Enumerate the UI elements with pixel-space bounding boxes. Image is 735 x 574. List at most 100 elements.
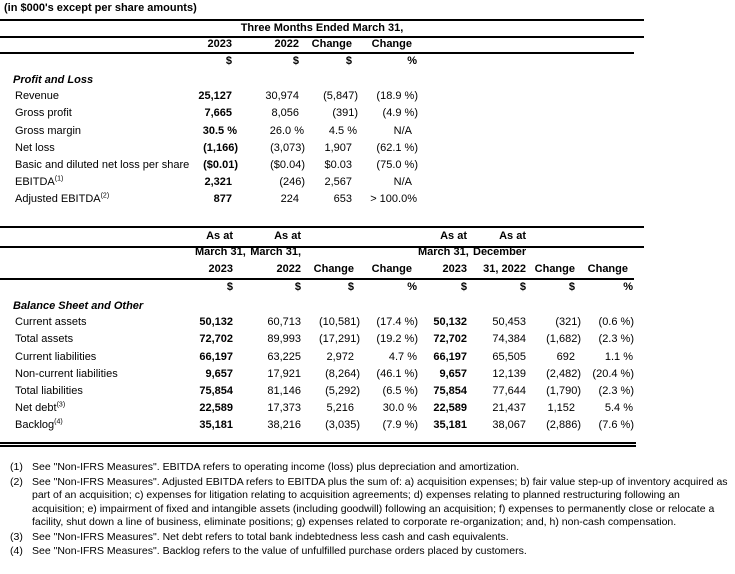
table-row: Total assets 72,702 89,993 (17,291) (19.… [0,331,634,348]
value-cell: (7.9 %) [382,419,418,432]
table-row: Net loss (1,166) (3,073) 1,907 (62.1 %) [0,140,634,157]
value-cell: (62.1 %) [376,141,418,154]
table-row: Current liabilities 66,197 63,225 2,972 … [0,348,634,365]
value-cell: 66,197 [199,350,233,363]
spacer-cell [418,140,634,157]
value-cell: 4.5 % [328,124,357,137]
value-cell: 9,657 [439,367,467,380]
unit-header: $ [225,55,232,67]
value-cell: (2,886) [546,419,581,432]
table1-caption-rule [0,36,644,38]
value-cell: (2,482) [546,367,581,380]
table-row: Net debt(3) 22,589 17,373 5,216 30.0 % 2… [0,400,634,417]
value-cell: (1,790) [546,384,581,397]
column-header-2023: 2023 [195,38,238,54]
unit-header: $ [460,281,467,293]
table1-column-header-row: 2023 2022 Change Change [0,38,634,54]
unit-header: % [623,281,633,293]
value-cell: 692 [556,350,575,363]
section-header-profit-and-loss: Profit and Loss [13,74,94,86]
value-cell: (2.3 %) [598,333,634,346]
column-header: December [473,246,527,258]
row-label: Net debt(3) [15,401,66,415]
spacer-cell [418,105,634,122]
value-cell: 50,132 [199,316,233,329]
footnote-number: (2) [10,475,23,488]
value-cell: 1,907 [324,141,352,154]
value-cell: 4.7 % [388,350,417,363]
value-cell: 22,589 [433,402,467,415]
column-header-2022: 2022 [238,38,305,54]
table2-year-row: 2023 2022 Change Change 2023 31, 2022 Ch… [0,259,634,280]
value-cell: 89,993 [267,333,301,346]
value-cell: (3,035) [325,419,360,432]
value-cell: (10,581) [319,316,360,329]
value-cell: 75,854 [199,384,233,397]
spacer-cell [0,279,195,295]
value-cell: 50,453 [492,316,526,329]
spacer-cell [0,228,195,245]
footnote-1: (1) See "Non-IFRS Measures". EBITDA refe… [0,461,732,475]
footnote-ref: (1) [54,175,64,183]
value-cell: (6.5 %) [382,384,418,397]
footnote-number: (4) [10,545,23,557]
value-cell: ($0.01) [203,158,238,171]
value-cell: 5,216 [326,402,354,415]
spacer-cell [418,157,634,174]
value-cell: (0.6 %) [598,316,634,329]
section-header-row: Balance Sheet and Other [0,295,634,314]
spacer-cell [418,53,634,69]
value-cell: 50,132 [433,316,467,329]
value-cell: 2,972 [326,350,354,363]
row-label: Gross margin [15,124,82,137]
row-label: Revenue [15,90,60,103]
unit-header: $ [345,55,352,67]
table-row: EBITDA(1) 2,321 (246) 2,567 N/A [0,174,634,191]
unit-header: $ [226,281,233,293]
unit-header: % [407,55,417,67]
value-cell: (20.4 %) [592,367,634,380]
value-cell: 38,067 [492,419,526,432]
value-cell: 30,974 [265,90,299,103]
value-cell: $0.03 [324,158,352,171]
value-cell: 26.0 % [269,124,304,137]
value-cell: 60,713 [267,316,301,329]
table-row: Current assets 50,132 60,713 (10,581) (1… [0,314,634,331]
value-cell: (46.1 %) [376,367,418,380]
value-cell: 9,657 [205,367,233,380]
footnote-2: (2) See "Non-IFRS Measures". Adjusted EB… [0,476,732,530]
value-cell: (1,682) [546,333,581,346]
column-header: Change [532,259,581,280]
footnote-ref: (2) [100,192,110,200]
row-label: Adjusted EBITDA(2) [15,192,110,206]
column-header-change-percent: Change [358,38,418,54]
row-label: Current assets [15,316,87,329]
column-header [307,245,360,259]
column-header [360,228,418,245]
table-row: Gross margin 30.5 % 26.0 % 4.5 % N/A [0,122,634,139]
column-header [581,245,634,259]
footnote-number: (1) [10,461,23,473]
column-header: As at [206,230,233,242]
value-cell: 17,921 [267,367,301,380]
value-cell: 2,567 [324,176,352,189]
footnote-text: See "Non-IFRS Measures". Adjusted EBITDA… [32,475,728,529]
value-cell: (8,264) [325,367,360,380]
table2-units-row: $ $ $ % $ $ $ % [0,279,634,295]
column-header [581,228,634,245]
footnote-3: (3) See "Non-IFRS Measures". Net debt re… [0,531,732,545]
document-title: (in $000's except per share amounts) [4,2,197,14]
unit-header: % [407,281,417,293]
value-cell: 38,216 [267,419,301,432]
footnote-ref: (3) [56,401,66,409]
footnote-text: See "Non-IFRS Measures". Net debt refers… [32,530,509,543]
value-cell: (7.6 %) [598,419,634,432]
column-header: March 31, [418,246,469,258]
spacer-cell [0,245,195,259]
table2-asat-rule [0,246,644,248]
column-header [532,228,581,245]
value-cell: 8,056 [271,107,299,120]
footnote-ref: (4) [54,418,63,426]
value-cell: (3,073) [270,141,305,154]
